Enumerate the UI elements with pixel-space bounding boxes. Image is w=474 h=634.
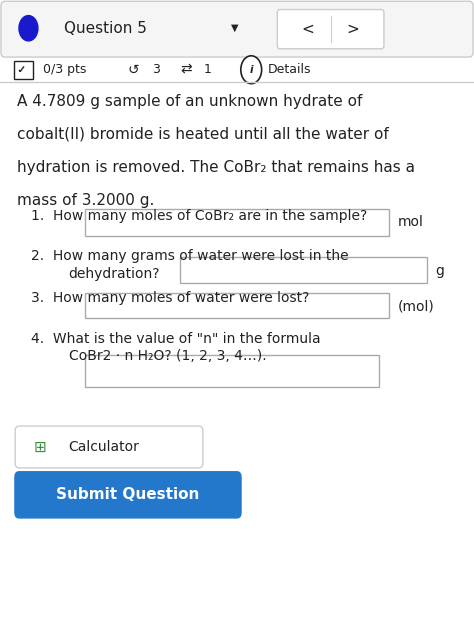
FancyBboxPatch shape: [14, 471, 242, 519]
Text: Details: Details: [268, 63, 311, 76]
FancyBboxPatch shape: [85, 355, 379, 387]
FancyBboxPatch shape: [1, 1, 473, 57]
Text: 4.  What is the value of "n" in the formula: 4. What is the value of "n" in the formu…: [31, 332, 320, 346]
Text: A 4.7809 g sample of an unknown hydrate of: A 4.7809 g sample of an unknown hydrate …: [17, 94, 362, 109]
Text: cobalt(II) bromide is heated until all the water of: cobalt(II) bromide is heated until all t…: [17, 127, 388, 142]
Text: 2.  How many grams of water were lost in the: 2. How many grams of water were lost in …: [31, 249, 348, 263]
Text: <: <: [302, 22, 315, 37]
Text: g: g: [435, 264, 444, 278]
FancyBboxPatch shape: [180, 257, 427, 283]
Text: mol: mol: [398, 215, 424, 229]
FancyBboxPatch shape: [277, 10, 384, 49]
Bar: [14, 61, 33, 79]
Text: (mol): (mol): [398, 299, 435, 313]
FancyBboxPatch shape: [85, 293, 389, 318]
Circle shape: [19, 16, 38, 41]
Text: 1.  How many moles of CoBr₂ are in the sample?: 1. How many moles of CoBr₂ are in the sa…: [31, 209, 367, 223]
Text: ✓: ✓: [17, 65, 26, 75]
Text: CoBr2 · n H₂O? (1, 2, 3, 4…).: CoBr2 · n H₂O? (1, 2, 3, 4…).: [69, 349, 266, 363]
Text: 0/3 pts: 0/3 pts: [43, 63, 86, 76]
Text: ✓: ✓: [18, 65, 26, 75]
Text: 3.  How many moles of water were lost?: 3. How many moles of water were lost?: [31, 291, 309, 305]
Text: dehydration?: dehydration?: [69, 267, 160, 281]
Text: hydration is removed. The CoBr₂ that remains has a: hydration is removed. The CoBr₂ that rem…: [17, 160, 415, 175]
Text: 1: 1: [204, 63, 212, 76]
Circle shape: [241, 56, 262, 84]
Text: ⊞: ⊞: [34, 439, 46, 455]
Text: Submit Question: Submit Question: [56, 488, 200, 502]
Text: Question 5: Question 5: [64, 21, 147, 36]
Text: >: >: [346, 22, 359, 37]
FancyBboxPatch shape: [85, 209, 389, 236]
FancyBboxPatch shape: [15, 426, 203, 468]
Text: i: i: [249, 65, 253, 75]
Text: Calculator: Calculator: [69, 440, 140, 454]
Text: ▼: ▼: [231, 23, 238, 33]
Text: ⇄: ⇄: [180, 63, 192, 77]
Text: mass of 3.2000 g.: mass of 3.2000 g.: [17, 193, 154, 208]
Text: ↺: ↺: [128, 63, 140, 77]
Text: 3: 3: [152, 63, 160, 76]
